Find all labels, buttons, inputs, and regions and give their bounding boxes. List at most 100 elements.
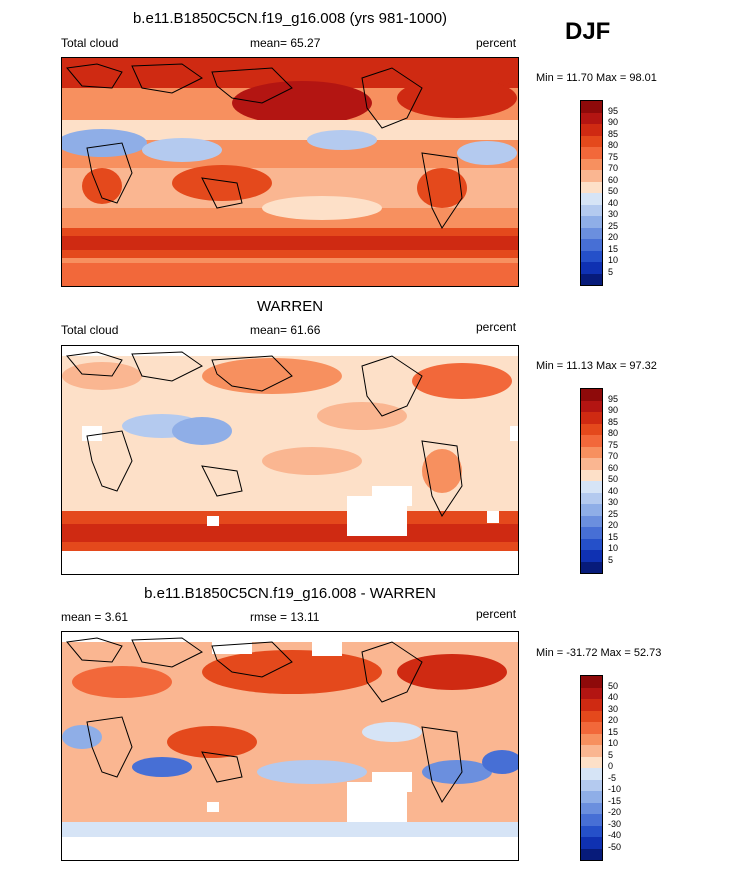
colorbar-tick-label: 30 xyxy=(608,497,619,507)
panel-3-title: b.e11.B1850C5CN.f19_g16.008 - WARREN xyxy=(144,585,436,602)
colorbar-cell xyxy=(581,147,602,159)
panel-1-map xyxy=(61,57,519,287)
colorbar-tick-label: 10 xyxy=(608,738,619,748)
colorbar-cell xyxy=(581,527,602,539)
colorbar-cell xyxy=(581,837,602,849)
panel-3-minmax: Min = -31.72 Max = 52.73 xyxy=(536,647,662,659)
panel-1-title: b.e11.B1850C5CN.f19_g16.008 (yrs 981-100… xyxy=(132,10,448,27)
colorbar-tick-label: 15 xyxy=(608,531,619,542)
colorbar-cell xyxy=(581,687,602,699)
colorbar-cell xyxy=(581,193,602,205)
colorbar-cell xyxy=(581,216,602,228)
colorbar-tick-label: -15 xyxy=(608,795,622,806)
colorbar-tick-label: 95 xyxy=(608,393,619,404)
panel-3-colorbar-box xyxy=(580,675,603,861)
colorbar-cell xyxy=(581,676,602,688)
colorbar-cell xyxy=(581,515,602,527)
colorbar-tick-label: 40 xyxy=(608,692,619,702)
panel-3-mean-label: mean = 3.61 xyxy=(61,610,129,624)
colorbar-tick-label: 15 xyxy=(608,243,619,254)
colorbar-cell xyxy=(581,423,602,435)
colorbar-tick-label: 75 xyxy=(608,439,619,450)
colorbar-cell xyxy=(581,481,602,493)
colorbar-cell xyxy=(581,412,602,424)
colorbar-tick-label: 20 xyxy=(608,232,619,242)
colorbar-tick-label: 0 xyxy=(608,761,614,771)
colorbar-cell xyxy=(581,273,602,285)
colorbar-cell xyxy=(581,561,602,573)
panel-2-variable-label: Total cloud xyxy=(61,323,119,337)
colorbar-tick-label: 60 xyxy=(608,462,619,473)
colorbar-cell xyxy=(581,227,602,239)
colorbar-tick-label: 20 xyxy=(608,715,619,725)
colorbar-cell xyxy=(581,756,602,768)
colorbar-cell xyxy=(581,492,602,504)
colorbar-tick-label: 5 xyxy=(608,749,614,760)
colorbar-cell xyxy=(581,768,602,780)
colorbar-tick-label: 85 xyxy=(608,128,619,139)
colorbar-cell xyxy=(581,504,602,516)
panel-1-variable-label: Total cloud xyxy=(61,36,119,50)
colorbar-cell xyxy=(581,239,602,251)
colorbar-tick-label: 50 xyxy=(608,474,619,484)
colorbar-tick-label: 60 xyxy=(608,174,619,185)
colorbar-cell xyxy=(581,848,602,860)
colorbar-tick-label: 10 xyxy=(608,255,619,265)
colorbar-tick-label: -20 xyxy=(608,807,622,817)
colorbar-cell xyxy=(581,250,602,262)
panel-2-units-label: percent xyxy=(476,320,517,334)
colorbar-cell xyxy=(581,124,602,136)
panel-3-map xyxy=(61,631,519,861)
panel-3-units-label: percent xyxy=(476,607,517,621)
panel-2-title: WARREN xyxy=(256,298,324,315)
colorbar-cell xyxy=(581,538,602,550)
panel-3-rmse-label: rmse = 13.11 xyxy=(250,610,320,624)
colorbar-tick-label: 70 xyxy=(608,163,619,173)
panel-1-minmax: Min = 11.70 Max = 98.01 xyxy=(536,72,657,84)
colorbar-cell xyxy=(581,745,602,757)
colorbar-tick-label: 10 xyxy=(608,543,619,553)
colorbar-cell xyxy=(581,814,602,826)
colorbar-tick-label: 15 xyxy=(608,726,619,737)
colorbar-tick-label: -30 xyxy=(608,818,622,829)
colorbar-cell xyxy=(581,101,602,113)
season-label: DJF xyxy=(565,18,611,45)
colorbar-tick-label: 40 xyxy=(608,485,619,496)
colorbar-cell xyxy=(581,825,602,837)
colorbar-cell xyxy=(581,791,602,803)
colorbar-cell xyxy=(581,158,602,170)
colorbar-tick-label: -40 xyxy=(608,830,622,840)
panel-2-minmax: Min = 11.13 Max = 97.32 xyxy=(536,360,657,372)
colorbar-cell xyxy=(581,170,602,182)
colorbar-tick-label: 90 xyxy=(608,405,619,415)
colorbar-cell xyxy=(581,469,602,481)
colorbar-tick-label: 20 xyxy=(608,520,619,530)
panel-1-units-label: percent xyxy=(476,36,517,50)
colorbar-tick-label: 40 xyxy=(608,197,619,208)
colorbar-tick-label: 30 xyxy=(608,703,619,714)
colorbar-cell xyxy=(581,802,602,814)
colorbar-tick-label: 80 xyxy=(608,428,619,438)
colorbar-tick-label: 85 xyxy=(608,416,619,427)
colorbar-cell xyxy=(581,446,602,458)
colorbar-tick-label: 5 xyxy=(608,554,614,565)
colorbar-cell xyxy=(581,435,602,447)
panel-1-mean-label: mean= 65.27 xyxy=(250,36,321,50)
colorbar-tick-label: 30 xyxy=(608,209,619,219)
colorbar-tick-label: 90 xyxy=(608,117,619,127)
colorbar-tick-label: -50 xyxy=(608,841,622,852)
colorbar-tick-label: 70 xyxy=(608,451,619,461)
colorbar-cell xyxy=(581,112,602,124)
panel-1-colorbar-box xyxy=(580,100,603,286)
colorbar-cell xyxy=(581,181,602,193)
panel-2-colorbar-box xyxy=(580,388,603,574)
colorbar-cell xyxy=(581,400,602,412)
colorbar-tick-label: 50 xyxy=(608,186,619,196)
colorbar-cell xyxy=(581,458,602,470)
colorbar-cell xyxy=(581,699,602,711)
colorbar-cell xyxy=(581,733,602,745)
colorbar-cell xyxy=(581,135,602,147)
colorbar-cell xyxy=(581,262,602,274)
colorbar-cell xyxy=(581,779,602,791)
colorbar-tick-label: 75 xyxy=(608,151,619,162)
